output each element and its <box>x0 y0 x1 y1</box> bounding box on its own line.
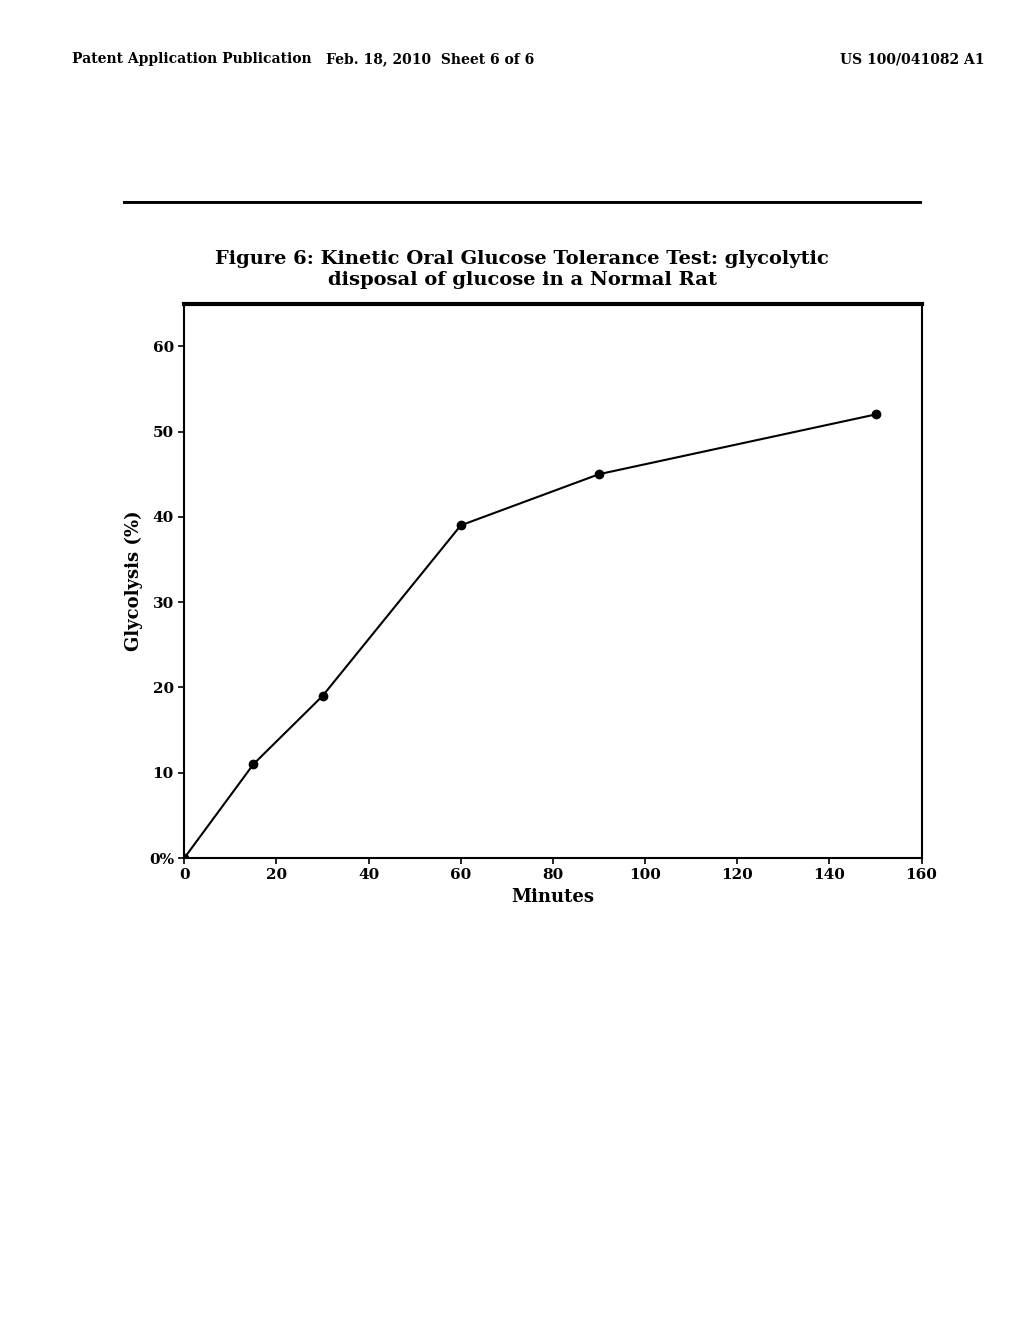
X-axis label: Minutes: Minutes <box>511 888 595 906</box>
Text: Figure 6: Kinetic Oral Glucose Tolerance Test: glycolytic
disposal of glucose in: Figure 6: Kinetic Oral Glucose Tolerance… <box>215 249 829 289</box>
Text: Feb. 18, 2010  Sheet 6 of 6: Feb. 18, 2010 Sheet 6 of 6 <box>326 53 535 66</box>
Text: Patent Application Publication: Patent Application Publication <box>72 53 311 66</box>
Y-axis label: Glycolysis (%): Glycolysis (%) <box>125 511 143 651</box>
Text: US 100/041082 A1: US 100/041082 A1 <box>840 53 984 66</box>
